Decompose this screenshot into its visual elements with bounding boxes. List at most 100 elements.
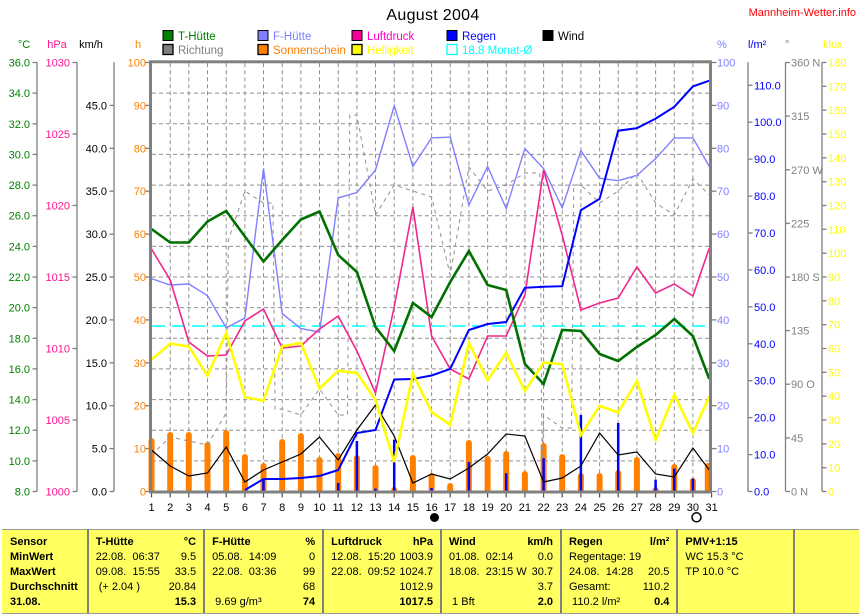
svg-text:9: 9	[298, 502, 304, 514]
svg-text:14.0: 14.0	[9, 395, 30, 407]
svg-text:0: 0	[717, 487, 723, 499]
svg-text:90: 90	[828, 272, 840, 284]
svg-text:20.0: 20.0	[9, 303, 30, 315]
svg-text:50: 50	[717, 272, 729, 284]
svg-text:16.0: 16.0	[9, 364, 30, 376]
svg-text:28.0: 28.0	[9, 180, 30, 192]
svg-text:13: 13	[369, 502, 381, 514]
svg-text:90 O: 90 O	[791, 379, 815, 391]
svg-text:20: 20	[828, 439, 840, 451]
svg-text:40.0: 40.0	[86, 143, 107, 155]
svg-text:1020: 1020	[46, 201, 70, 213]
svg-text:30: 30	[828, 415, 840, 427]
svg-text:15: 15	[407, 502, 419, 514]
svg-text:Sonnenschein: Sonnenschein	[273, 45, 346, 57]
svg-text:10: 10	[717, 444, 729, 456]
svg-text:Regen: Regen	[462, 31, 496, 43]
svg-text:29: 29	[668, 502, 680, 514]
svg-text:100.0: 100.0	[754, 117, 782, 129]
svg-text:30.0: 30.0	[86, 229, 107, 241]
svg-text:70: 70	[828, 320, 840, 332]
svg-text:30.0: 30.0	[754, 376, 775, 388]
svg-text:1010: 1010	[46, 344, 70, 356]
svg-text:130: 130	[828, 177, 846, 189]
svg-text:0.0: 0.0	[754, 487, 769, 499]
svg-text:1005: 1005	[46, 415, 70, 427]
svg-text:25.0: 25.0	[86, 272, 107, 284]
svg-text:h: h	[135, 39, 141, 51]
svg-text:70: 70	[134, 186, 146, 198]
svg-text:8: 8	[279, 502, 285, 514]
svg-text:3: 3	[186, 502, 192, 514]
svg-text:5.0: 5.0	[92, 444, 107, 456]
svg-text:31: 31	[705, 502, 717, 514]
svg-text:20: 20	[500, 502, 512, 514]
svg-text:135: 135	[791, 326, 809, 338]
svg-text:20.0: 20.0	[754, 413, 775, 425]
svg-text:28: 28	[649, 502, 661, 514]
svg-text:10.0: 10.0	[9, 456, 30, 468]
svg-text:8.0: 8.0	[15, 487, 30, 499]
svg-text:160: 160	[828, 105, 846, 117]
svg-text:15.0: 15.0	[86, 358, 107, 370]
svg-text:32.0: 32.0	[9, 119, 30, 131]
svg-text:klux: klux	[823, 39, 843, 51]
svg-text:26.0: 26.0	[9, 211, 30, 223]
svg-text:T-Hütte: T-Hütte	[178, 31, 216, 43]
svg-text:35.0: 35.0	[86, 186, 107, 198]
svg-text:23: 23	[556, 502, 568, 514]
svg-text:0: 0	[140, 487, 146, 499]
svg-text:50: 50	[828, 367, 840, 379]
svg-text:6: 6	[242, 502, 248, 514]
svg-text:40: 40	[828, 391, 840, 403]
svg-text:0.0: 0.0	[92, 487, 107, 499]
svg-text:40: 40	[717, 315, 729, 327]
svg-text:80: 80	[828, 296, 840, 308]
svg-text:12: 12	[351, 502, 363, 514]
svg-text:120: 120	[828, 201, 846, 213]
svg-text:180 S: 180 S	[791, 272, 820, 284]
svg-text:26: 26	[612, 502, 624, 514]
svg-text:10.0: 10.0	[754, 450, 775, 462]
svg-text:18.0: 18.0	[9, 333, 30, 345]
svg-text:16: 16	[425, 502, 437, 514]
svg-text:45: 45	[791, 433, 803, 445]
svg-text:70: 70	[717, 186, 729, 198]
svg-text:August 2004: August 2004	[386, 7, 479, 24]
svg-text:70.0: 70.0	[754, 228, 775, 240]
svg-text:14: 14	[388, 502, 400, 514]
svg-text:km/h: km/h	[79, 39, 103, 51]
svg-text:27: 27	[631, 502, 643, 514]
svg-text:34.0: 34.0	[9, 88, 30, 100]
svg-text:50.0: 50.0	[754, 302, 775, 314]
svg-text:7: 7	[260, 502, 266, 514]
svg-text:22.0: 22.0	[9, 272, 30, 284]
svg-text:10: 10	[313, 502, 325, 514]
svg-text:F-Hütte: F-Hütte	[273, 31, 311, 43]
svg-text:315: 315	[791, 111, 809, 123]
svg-text:150: 150	[828, 129, 846, 141]
svg-text:24: 24	[575, 502, 587, 514]
svg-text:60: 60	[828, 344, 840, 356]
svg-text:20: 20	[717, 401, 729, 413]
svg-text:30: 30	[717, 358, 729, 370]
svg-text:180: 180	[828, 58, 846, 70]
svg-text:19: 19	[481, 502, 493, 514]
svg-text:100: 100	[828, 248, 846, 260]
svg-text:18.8 Monat-Ø: 18.8 Monat-Ø	[462, 45, 532, 57]
svg-text:10: 10	[828, 463, 840, 475]
svg-text:110: 110	[828, 224, 846, 236]
svg-text:17: 17	[444, 502, 456, 514]
svg-text:22: 22	[537, 502, 549, 514]
svg-text:1025: 1025	[46, 129, 70, 141]
svg-text:45.0: 45.0	[86, 100, 107, 112]
svg-text:2: 2	[167, 502, 173, 514]
svg-text:0 N: 0 N	[791, 487, 808, 499]
svg-text:60: 60	[134, 229, 146, 241]
svg-text:1015: 1015	[46, 272, 70, 284]
svg-text:Richtung: Richtung	[178, 45, 223, 57]
svg-text:60.0: 60.0	[754, 265, 775, 277]
svg-text:24.0: 24.0	[9, 241, 30, 253]
svg-text:36.0: 36.0	[9, 58, 30, 70]
svg-text:270 W: 270 W	[791, 165, 823, 177]
